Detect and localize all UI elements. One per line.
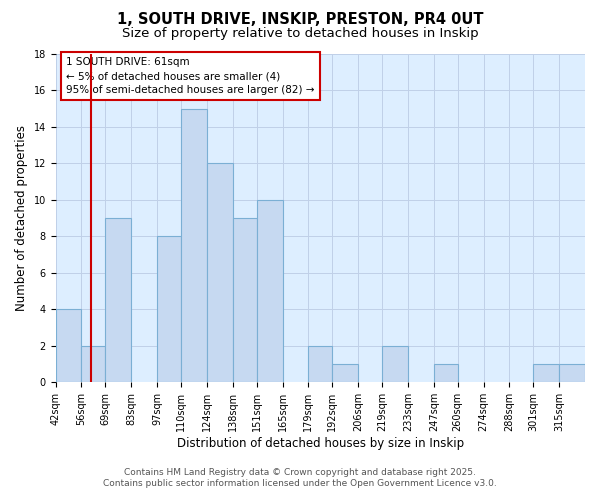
Bar [257,200,283,382]
Text: 1, SOUTH DRIVE, INSKIP, PRESTON, PR4 0UT: 1, SOUTH DRIVE, INSKIP, PRESTON, PR4 0UT [117,12,483,28]
Text: Size of property relative to detached houses in Inskip: Size of property relative to detached ho… [122,28,478,40]
Bar [56,310,82,382]
Text: Contains HM Land Registry data © Crown copyright and database right 2025.
Contai: Contains HM Land Registry data © Crown c… [103,468,497,487]
X-axis label: Distribution of detached houses by size in Inskip: Distribution of detached houses by size … [177,437,464,450]
Bar [207,164,233,382]
Text: 1 SOUTH DRIVE: 61sqm
← 5% of detached houses are smaller (4)
95% of semi-detache: 1 SOUTH DRIVE: 61sqm ← 5% of detached ho… [66,58,315,96]
Bar [434,364,458,382]
Bar [181,108,207,382]
Bar [559,364,585,382]
Bar [233,218,257,382]
Bar [82,346,106,383]
Bar [308,346,332,383]
Bar [382,346,408,383]
Y-axis label: Number of detached properties: Number of detached properties [15,125,28,311]
Bar [533,364,559,382]
Bar [106,218,131,382]
Bar [157,236,181,382]
Bar [332,364,358,382]
